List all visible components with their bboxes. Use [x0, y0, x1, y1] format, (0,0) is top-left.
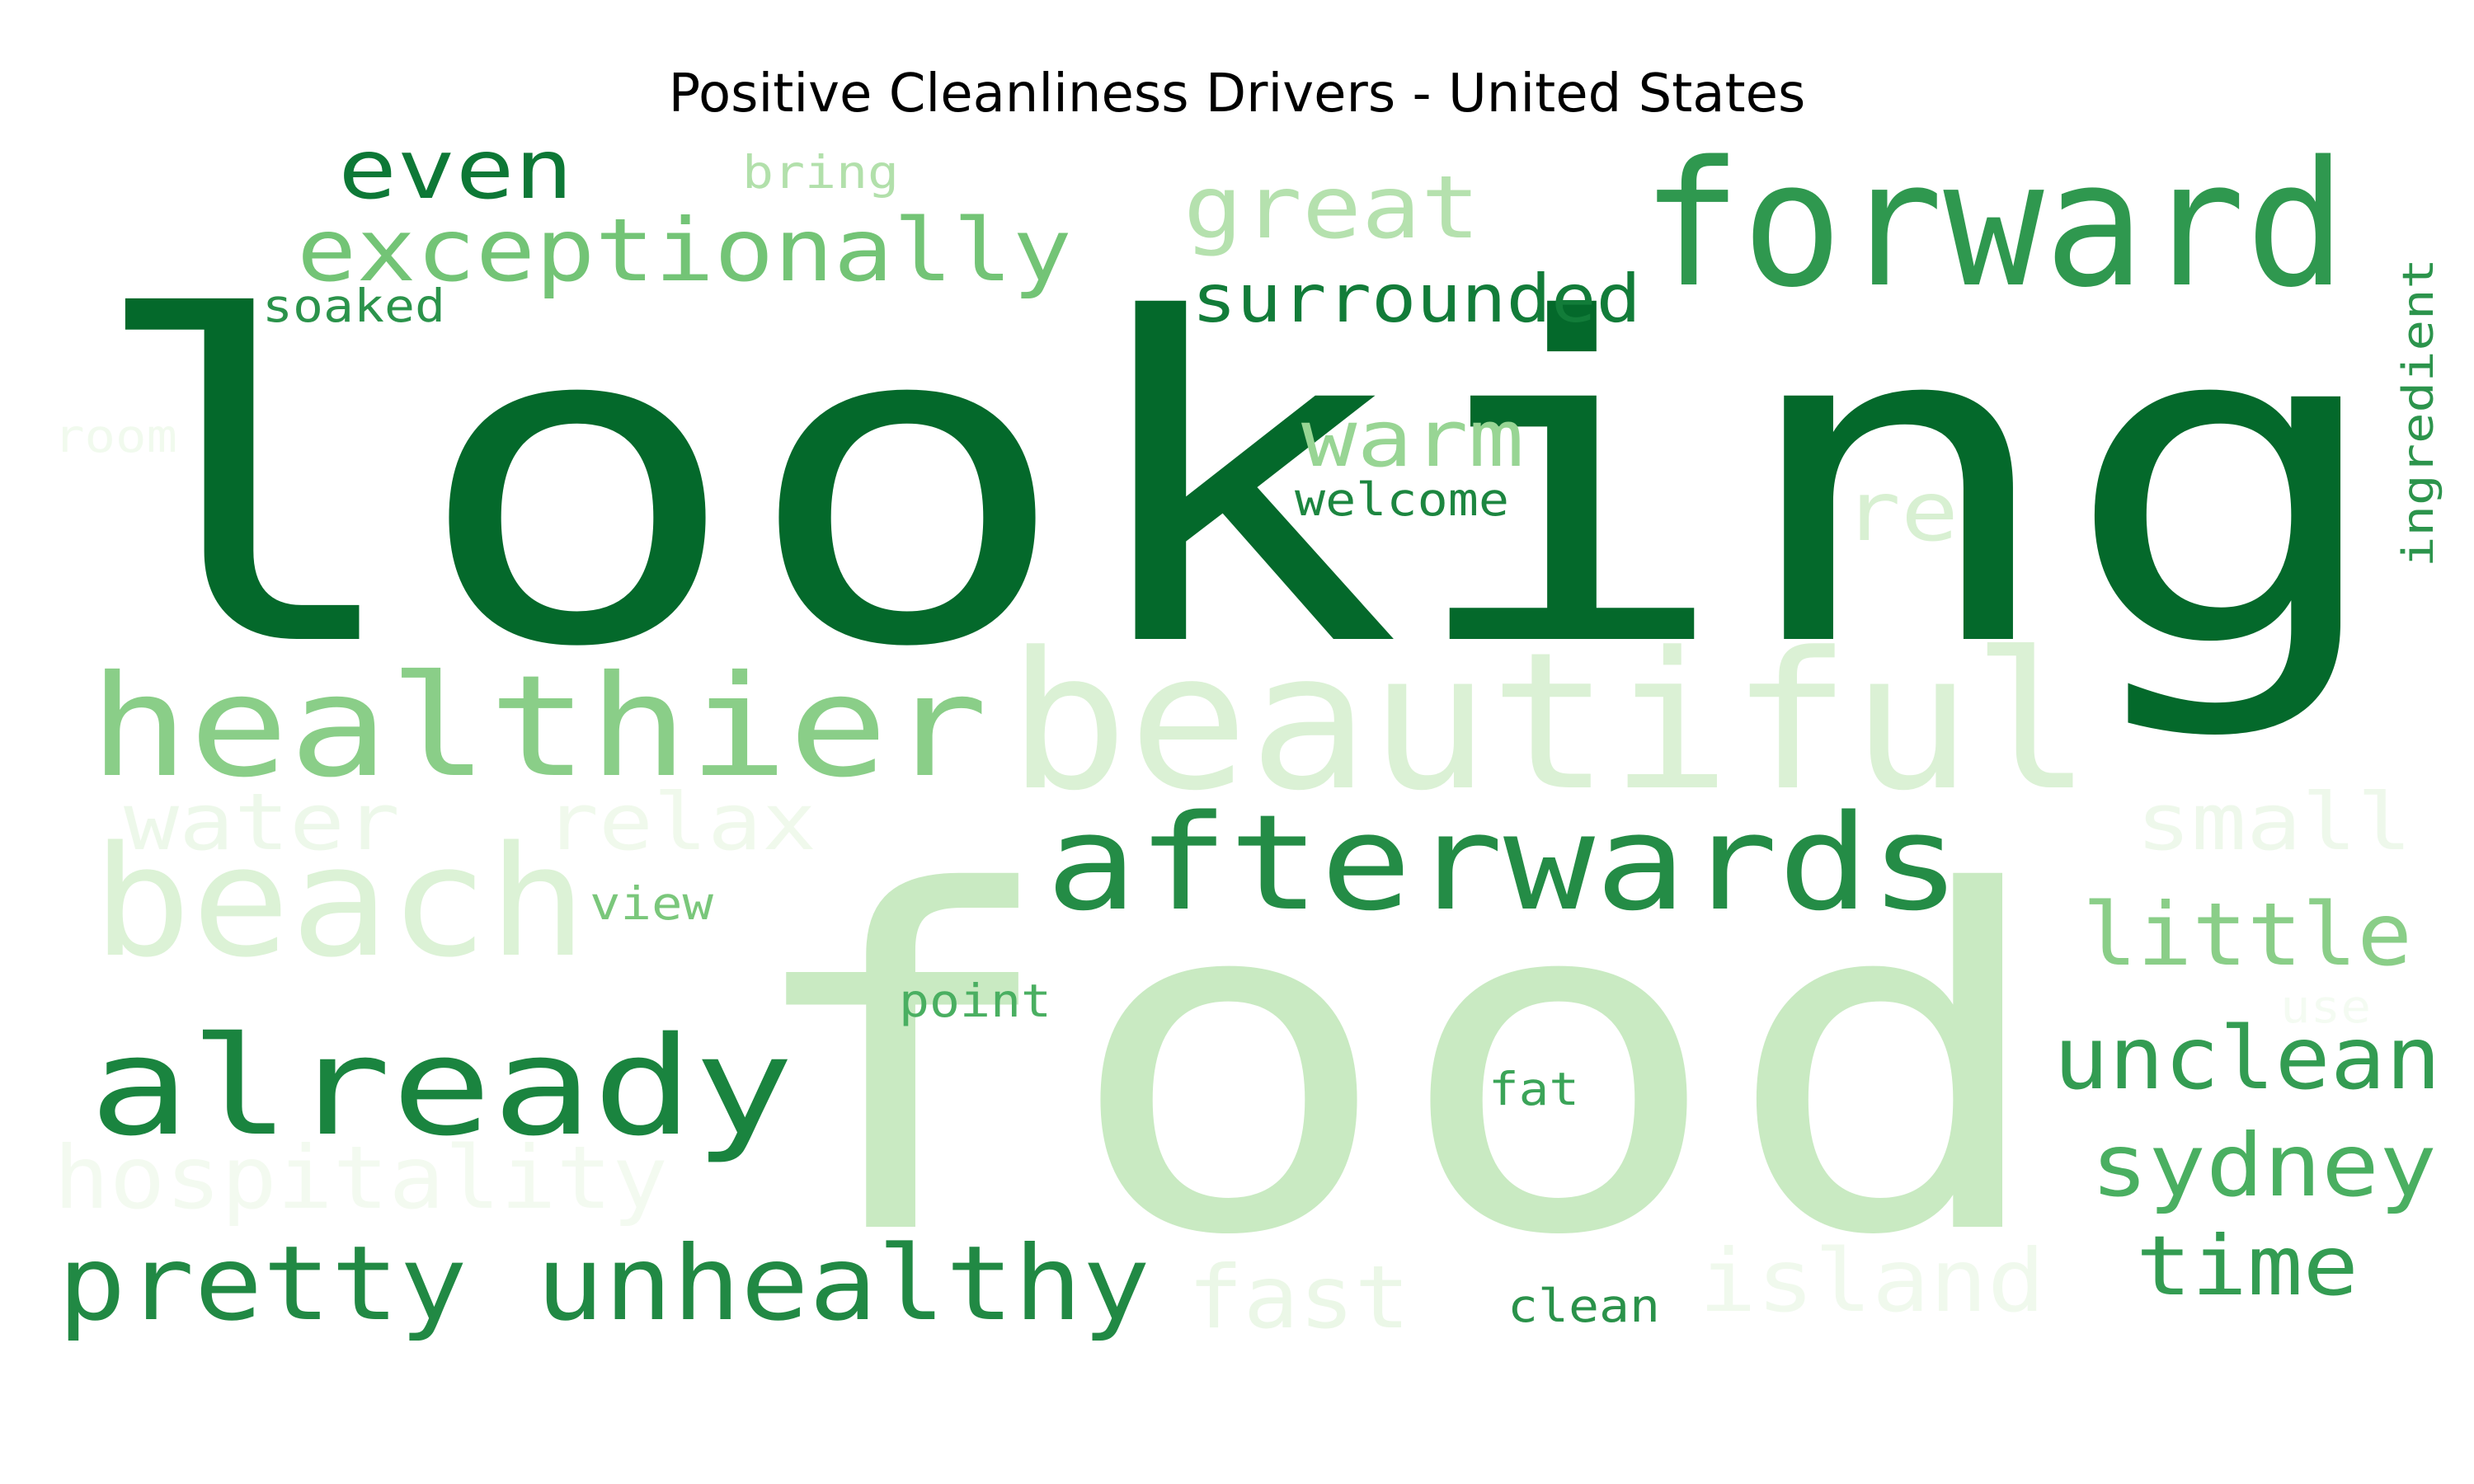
word-beach: beach [92, 813, 587, 991]
word-relax: relax [544, 777, 816, 868]
word-fast: fast [1188, 1247, 1410, 1348]
word-view: view [590, 877, 714, 930]
chart-title: Positive Cleanliness Drivers - United St… [668, 63, 1806, 124]
word-even: even [338, 121, 573, 218]
word-water: water [124, 777, 400, 868]
word-island: island [1699, 1231, 2045, 1331]
word-hospitality: hospitality [54, 1128, 668, 1228]
word-beautiful: beautiful [1008, 613, 2092, 833]
word-food: food [734, 796, 2053, 1337]
word-soaked: soaked [262, 279, 445, 332]
word-little: little [2082, 885, 2412, 985]
word-ingredient: ingredient [2394, 258, 2443, 567]
word-forward: forward [1641, 124, 2346, 326]
word-fat: fat [1489, 1063, 1579, 1115]
word-warm: warm [1301, 394, 1524, 485]
word-healthier: healthier [89, 646, 988, 809]
word-clean: clean [1507, 1280, 1660, 1332]
word-time: time [2136, 1218, 2359, 1314]
word-point: point [899, 974, 1051, 1027]
word-looking: looking [82, 227, 2392, 744]
word-bring: bring [742, 146, 899, 199]
word-room: room [54, 410, 177, 463]
word-great: great [1183, 157, 1480, 258]
word-small: small [2136, 777, 2412, 868]
word-surrounded: surrounded [1192, 261, 1641, 337]
word-exceptionally: exceptionally [297, 200, 1072, 301]
word-already: already [89, 1007, 794, 1166]
word-re: re [1843, 463, 1959, 560]
word-sydney: sydney [2091, 1115, 2437, 1216]
word-afterwards: afterwards [1046, 786, 1961, 940]
word-welcome: welcome [1295, 473, 1509, 526]
word-use: use [2280, 980, 2371, 1033]
word-unclean: unclean [2053, 1008, 2441, 1109]
word-pretty-unhealthy: pretty unhealthy [58, 1224, 1150, 1344]
